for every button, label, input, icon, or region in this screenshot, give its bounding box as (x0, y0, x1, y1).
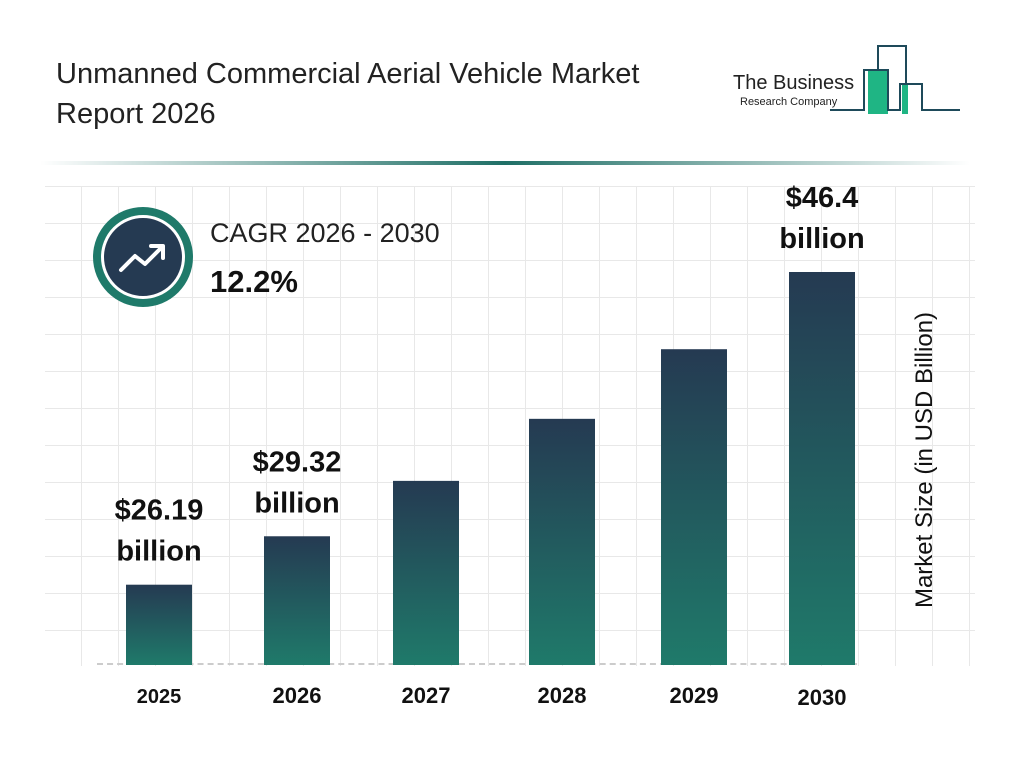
data-label: $29.32 (253, 446, 342, 478)
cagr-value: 12.2% (210, 264, 298, 299)
data-label-unit: billion (116, 536, 201, 568)
logo-text-line1: The Business (733, 72, 855, 94)
page-title: Unmanned Commercial Aerial Vehicle Marke… (56, 58, 640, 130)
header-divider (40, 161, 970, 165)
bar-2029 (661, 349, 727, 665)
y-axis-label: Market Size (in USD Billion) (911, 311, 938, 609)
trending-up-icon (119, 244, 165, 272)
x-tick-label: 2030 (798, 685, 847, 710)
bar-2030 (789, 272, 855, 665)
x-tick-label: 2026 (273, 683, 322, 708)
cagr-label: CAGR 2026 - 2030 (210, 218, 440, 248)
x-axis-baseline (97, 663, 857, 665)
x-tick-label: 2025 (137, 686, 182, 708)
x-tick-label: 2027 (402, 683, 451, 708)
bar-2028 (529, 418, 595, 665)
x-tick-label: 2028 (538, 683, 587, 708)
company-logo: The Business Research Company (730, 44, 965, 116)
bar-2026 (264, 536, 330, 665)
logo-text-line2: Research Company (740, 96, 838, 108)
bar-2025 (126, 584, 192, 665)
data-label-unit: billion (779, 223, 864, 255)
data-label: $26.19 (115, 495, 204, 527)
data-label-unit: billion (254, 487, 339, 519)
cagr-badge (93, 207, 193, 307)
data-label: $46.4 (786, 182, 859, 214)
x-tick-label: 2029 (670, 683, 719, 708)
logo-buildings-icon (830, 45, 960, 114)
bar-2027 (393, 480, 459, 665)
